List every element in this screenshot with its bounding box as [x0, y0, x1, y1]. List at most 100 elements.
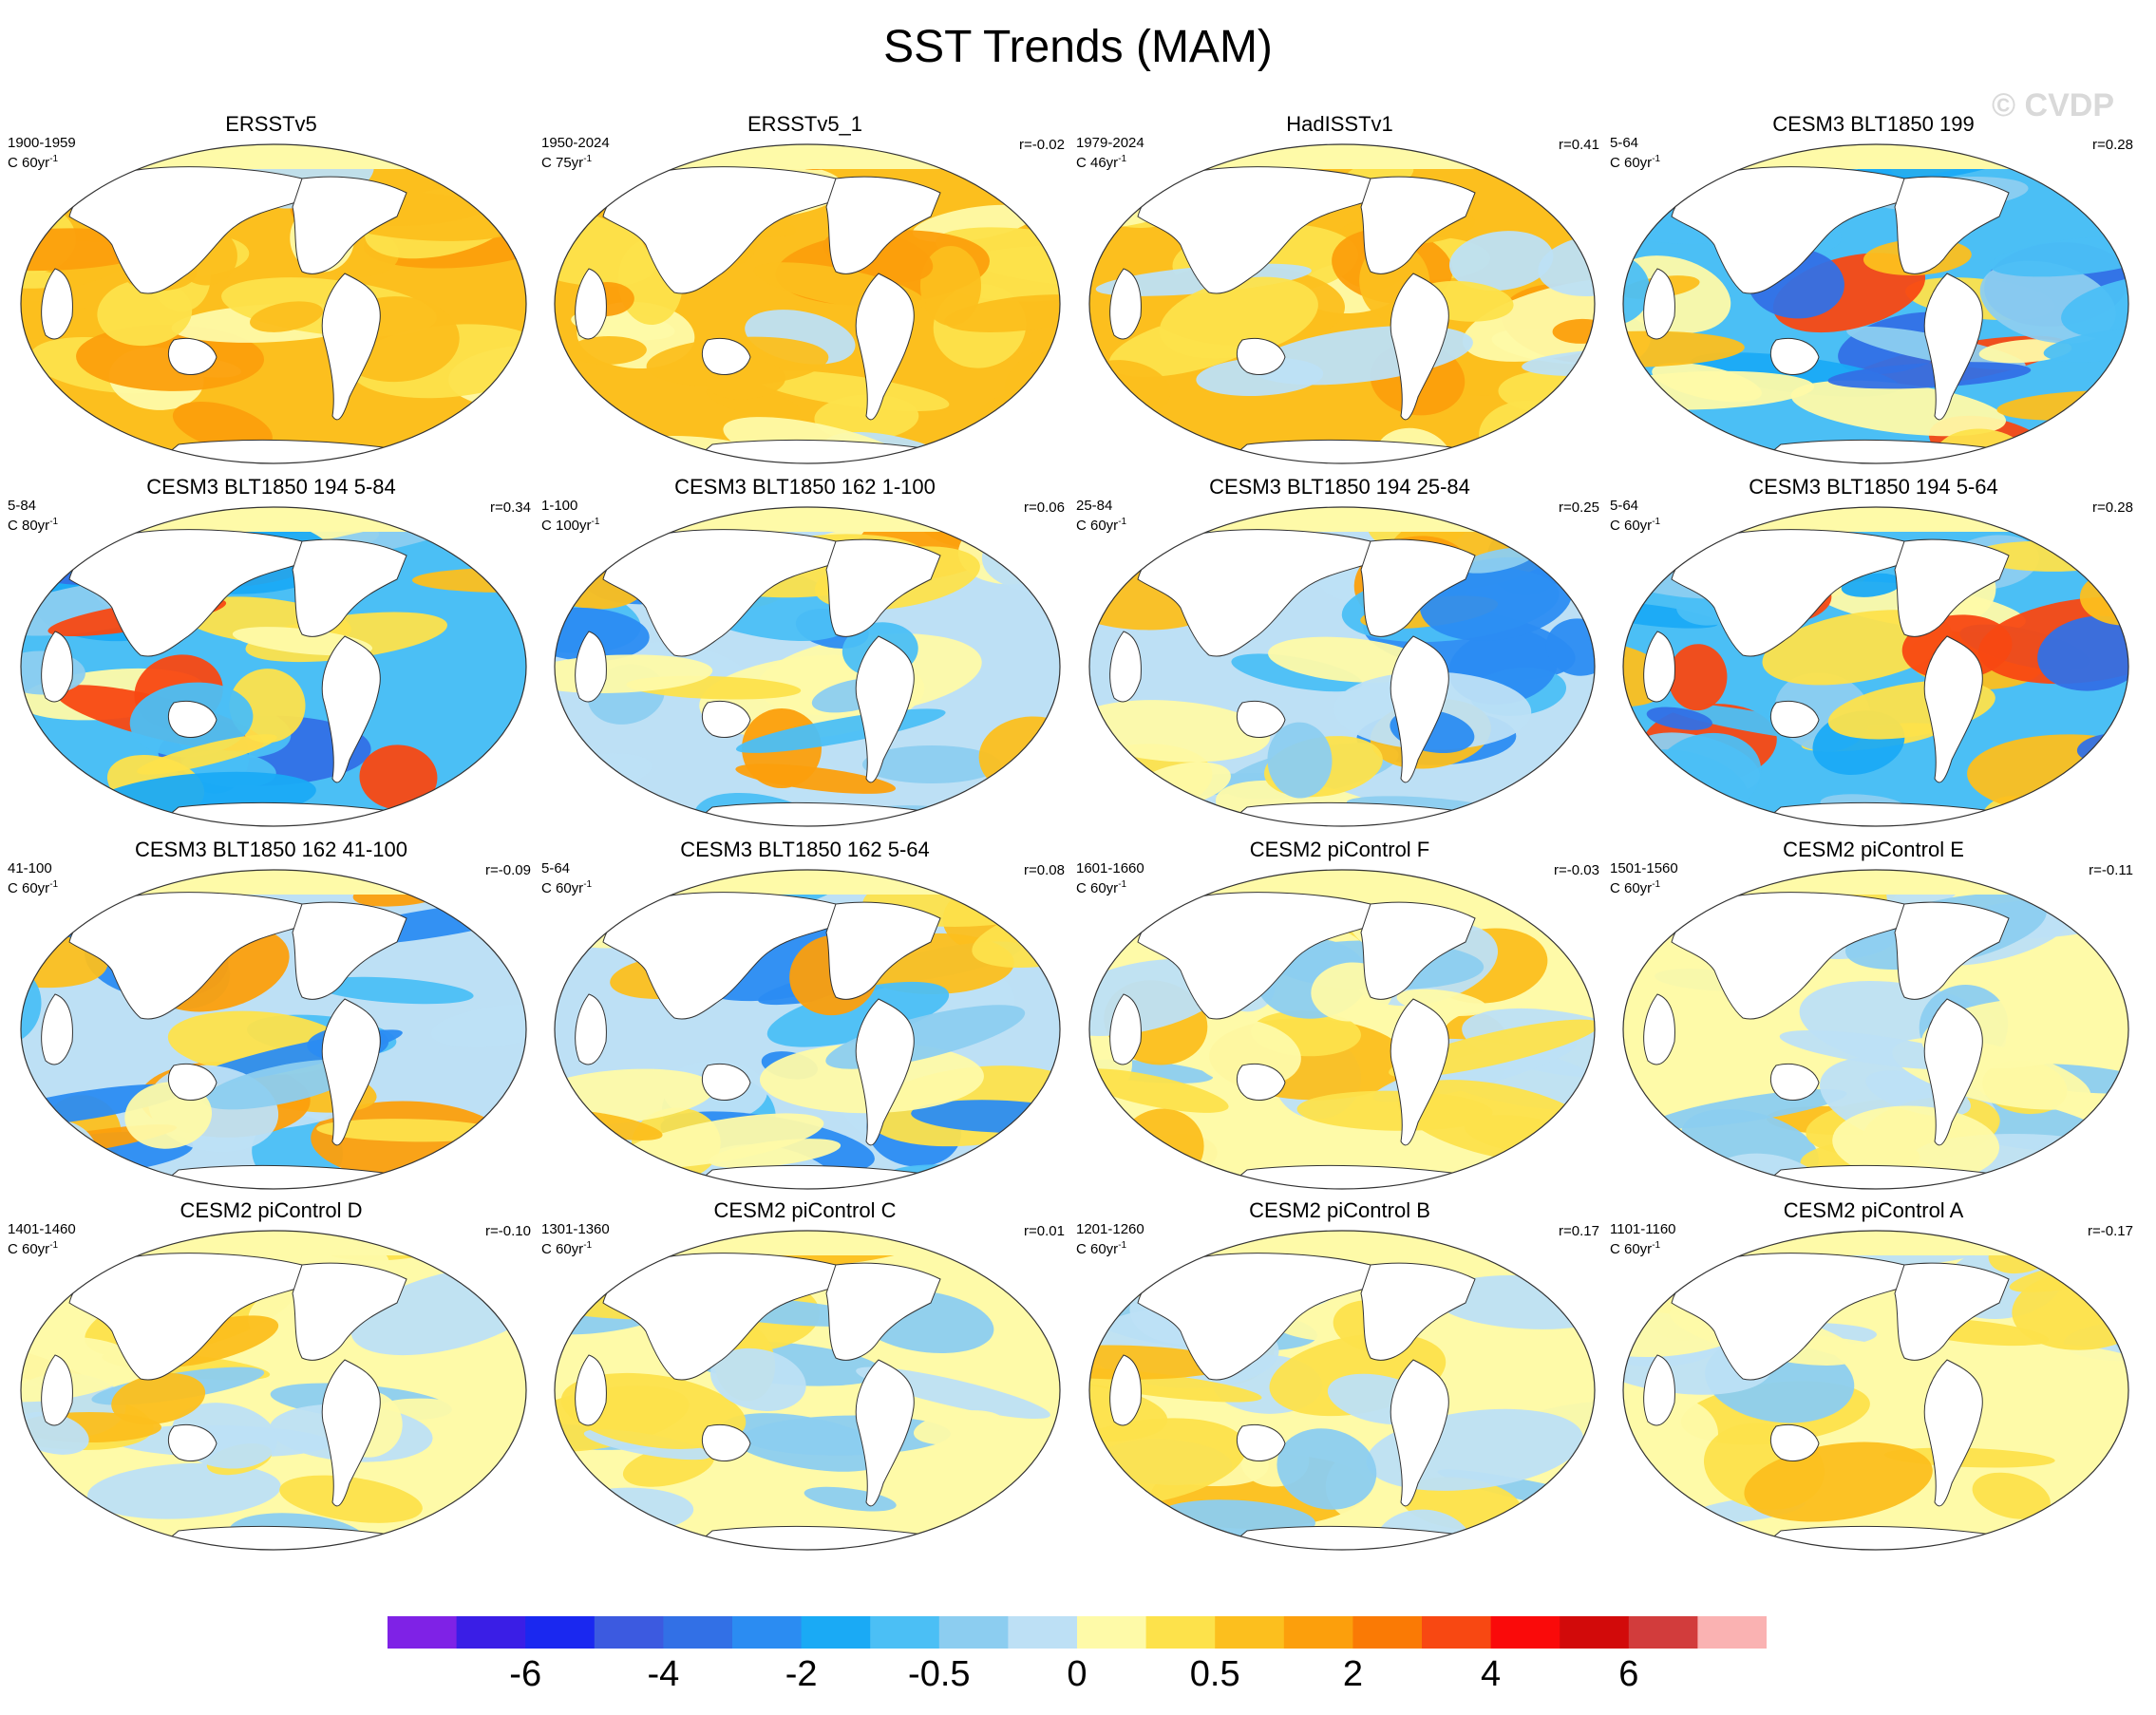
robinson-map: [1622, 869, 2129, 1190]
panel-title: CESM3 BLT1850 194 5-84: [146, 475, 396, 499]
colorbar-swatch: [1628, 1616, 1698, 1649]
panel-correlation: r=0.41: [1559, 137, 1599, 153]
robinson-map: [554, 506, 1061, 827]
colorbar-swatch: [1560, 1616, 1630, 1649]
robinson-map: [1622, 143, 2129, 464]
panel-units: C 60yr-1: [8, 879, 59, 896]
panel-units: C 60yr-1: [1076, 879, 1127, 896]
panel-units: C 60yr-1: [8, 154, 59, 171]
panel-years: 5-64: [541, 860, 571, 876]
panel-correlation: r=-0.02: [1019, 137, 1065, 153]
panel-units: C 60yr-1: [1076, 517, 1127, 534]
panel-years: 1601-1660: [1076, 860, 1144, 876]
figure-title: SST Trends (MAM): [883, 22, 1273, 72]
panel-title: CESM2 piControl A: [1783, 1198, 1964, 1222]
colorbar-swatch: [870, 1616, 940, 1649]
panel-units-text: C 60yr: [8, 880, 50, 896]
sst-field: [555, 144, 1060, 463]
map-panel: CESM3 BLT1850 199 5-64 C 60yr-1 r=0.28: [1610, 112, 2137, 473]
colorbar-swatch: [1215, 1616, 1285, 1649]
panel-correlation: r=0.28: [2092, 137, 2133, 153]
colorbar-tick-label: 0: [1067, 1654, 1087, 1694]
robinson-map: [20, 506, 527, 827]
panel-units: C 60yr-1: [541, 879, 593, 896]
panel-title: ERSSTv5: [225, 112, 317, 136]
panel-years: 1301-1360: [541, 1221, 610, 1237]
panel-units: C 80yr-1: [8, 517, 59, 534]
colorbar-swatch: [1283, 1616, 1353, 1649]
panel-title: CESM2 piControl E: [1783, 838, 1964, 861]
panel-correlation: r=0.25: [1559, 499, 1599, 516]
colorbar-swatch: [1352, 1616, 1423, 1649]
panel-years: 1201-1260: [1076, 1221, 1144, 1237]
colorbar-tick-label: -0.5: [908, 1654, 971, 1694]
sst-field: [21, 144, 526, 463]
panel-title: HadISSTv1: [1286, 112, 1393, 136]
panel-years: 1900-1959: [8, 135, 76, 151]
colorbar-tick-label: 4: [1481, 1654, 1502, 1694]
sst-field: [21, 507, 526, 826]
colorbar-swatch: [1422, 1616, 1492, 1649]
sst-field: [1623, 870, 2128, 1189]
robinson-map: [554, 143, 1061, 464]
panel-years: 41-100: [8, 860, 52, 876]
colorbar-swatch: [456, 1616, 526, 1649]
sst-field: [21, 1231, 526, 1550]
panel-correlation: r=0.01: [1024, 1223, 1065, 1239]
panel-correlation: r=0.28: [2092, 499, 2133, 516]
panel-units: C 60yr-1: [8, 1240, 59, 1257]
panel-years: 5-84: [8, 498, 37, 514]
sst-field: [1089, 1231, 1595, 1550]
colorbar-swatch: [1145, 1616, 1216, 1649]
panel-units: C 75yr-1: [541, 154, 593, 171]
colorbar-tick-label: 2: [1342, 1654, 1363, 1694]
map-panel: CESM3 BLT1850 194 5-84 5-84 C 80yr-1 r=0.34: [8, 475, 535, 836]
robinson-map: [20, 869, 527, 1190]
panel-years: 1950-2024: [541, 135, 610, 151]
panel-units: C 60yr-1: [1610, 517, 1661, 534]
robinson-map: [20, 1230, 527, 1551]
cvdp-watermark: © CVDP: [1992, 87, 2114, 123]
panel-correlation: r=0.08: [1024, 862, 1065, 878]
panel-years: 1501-1560: [1610, 860, 1678, 876]
sst-field: [555, 1231, 1060, 1550]
map-panel: CESM2 piControl B 1201-1260 C 60yr-1 r=0.17: [1076, 1198, 1603, 1559]
panel-units-text: C 60yr: [1076, 1241, 1119, 1257]
panel-years: 1101-1160: [1610, 1221, 1676, 1237]
panel-units-text: C 46yr: [1076, 155, 1119, 171]
panel-units-text: C 100yr: [541, 518, 592, 534]
panel-units-text: C 60yr: [8, 1241, 50, 1257]
panel-title: CESM2 piControl F: [1249, 838, 1430, 861]
panel-years: 1401-1460: [8, 1221, 76, 1237]
panel-title: CESM2 piControl C: [713, 1198, 897, 1222]
panel-units: C 60yr-1: [1610, 879, 1661, 896]
panel-years: 25-84: [1076, 498, 1113, 514]
panel-years: 1979-2024: [1076, 135, 1144, 151]
colorbar-swatch: [1490, 1616, 1560, 1649]
panel-years: 5-64: [1610, 135, 1639, 151]
colorbar: [388, 1616, 1767, 1649]
map-panel: CESM3 BLT1850 162 5-64 5-64 C 60yr-1 r=0.08: [541, 838, 1069, 1198]
map-panel: HadISSTv1 1979-2024 C 46yr-1 r=0.41: [1076, 112, 1603, 473]
robinson-map: [1088, 1230, 1596, 1551]
panel-title: CESM2 piControl D: [180, 1198, 363, 1222]
sst-field: [555, 507, 1060, 826]
panel-units-text: C 60yr: [541, 880, 584, 896]
colorbar-tick-label: -2: [785, 1654, 818, 1694]
panel-title: CESM3 BLT1850 199: [1772, 112, 1975, 136]
sst-field: [1623, 507, 2128, 826]
panel-units-text: C 60yr: [1610, 1241, 1653, 1257]
panel-units: C 60yr-1: [1610, 1240, 1661, 1257]
robinson-map: [1622, 506, 2129, 827]
robinson-map: [554, 1230, 1061, 1551]
map-panel: CESM3 BLT1850 194 25-84 25-84 C 60yr-1 r=0.…: [1076, 475, 1603, 836]
robinson-map: [20, 143, 527, 464]
panel-title: CESM2 piControl B: [1249, 1198, 1430, 1222]
sst-field: [1089, 507, 1595, 826]
panel-title: CESM3 BLT1850 194 25-84: [1209, 475, 1470, 499]
colorbar-tick-label: -6: [509, 1654, 542, 1694]
map-panel: ERSSTv5_1 1950-2024 C 75yr-1 r=-0.02: [541, 112, 1069, 473]
colorbar-swatch: [732, 1616, 803, 1649]
map-panel: CESM2 piControl F 1601-1660 C 60yr-1 r=-0.0…: [1076, 838, 1603, 1198]
robinson-map: [1088, 506, 1596, 827]
